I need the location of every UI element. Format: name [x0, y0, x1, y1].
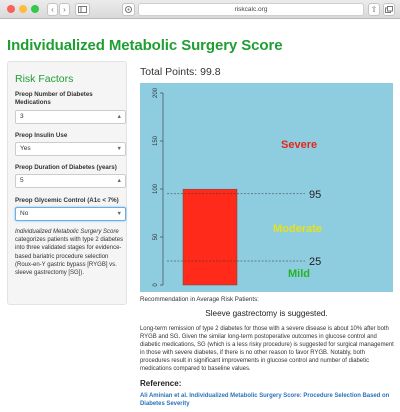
recommendation-paragraph: Long-term remission of type 2 diabetes f… [140, 326, 394, 372]
total-points-value: 99.8 [200, 66, 221, 78]
reference-heading: Reference: [140, 379, 182, 388]
reader-mode-icon[interactable] [122, 3, 135, 16]
severity-chart: 0 50 100 150 200 25 95 Severe Moderate Mild [140, 83, 393, 292]
insulin-label: Preop Insulin Use [15, 132, 68, 139]
y-tick-label: 50 [153, 233, 159, 240]
tabs-overview-icon[interactable] [383, 3, 395, 16]
chevron-down-icon: ▼ [116, 211, 122, 217]
page-title: Individualized Metabolic Surgery Score [7, 37, 283, 54]
glycemic-label: Preop Glycemic Control (A1c < 7%) [15, 197, 119, 204]
y-tick-label: 0 [153, 283, 159, 287]
zone-label-moderate: Moderate [273, 223, 322, 235]
close-window-icon[interactable] [7, 5, 15, 13]
total-points-label: Total Points: [140, 66, 201, 78]
y-tick-label: 150 [153, 135, 159, 146]
threshold-label: 25 [309, 256, 321, 268]
score-bar [182, 188, 238, 286]
y-tick-label: 100 [153, 183, 159, 194]
zone-label-mild: Mild [288, 268, 310, 280]
stepper-arrows-icon[interactable]: ▲ [116, 178, 122, 184]
duration-label: Preop Duration of Diabetes (years) [15, 164, 117, 171]
score-name: Individualized Metabolic Surgery Score [15, 229, 119, 235]
risk-factors-heading: Risk Factors [15, 73, 74, 85]
medications-input[interactable]: 3 ▲ [15, 110, 126, 124]
address-bar[interactable]: riskcalc.org [138, 3, 364, 16]
score-description-text: categorizes patients with type 2 diabete… [15, 237, 124, 277]
insulin-value: Yes [20, 145, 31, 152]
forward-icon[interactable]: › [59, 3, 70, 16]
y-tick-label: 200 [153, 87, 159, 98]
duration-input[interactable]: 5 ▲ [15, 174, 126, 188]
risk-factors-panel: Risk Factors Preop Number of Diabetes Me… [7, 61, 127, 305]
reference-link[interactable]: Ali Aminian et al. Individualized Metabo… [140, 393, 390, 407]
sidebar-toggle-icon[interactable] [75, 3, 90, 16]
minimize-window-icon[interactable] [19, 5, 27, 13]
recommendation-text: Sleeve gastrectomy is suggested. [205, 309, 328, 318]
zone-label-severe: Severe [281, 139, 317, 151]
total-points: Total Points: 99.8 [140, 66, 221, 78]
score-description: Individualized Metabolic Surgery Score c… [15, 228, 125, 277]
medications-label: Preop Number of Diabetes Medications [15, 91, 93, 106]
glycemic-select[interactable]: No ▼ [15, 207, 126, 221]
threshold-label: 95 [309, 189, 321, 201]
share-icon[interactable]: ⇧ [368, 3, 380, 16]
browser-toolbar: ‹ › riskcalc.org ⇧ [0, 0, 400, 19]
medications-value: 3 [20, 113, 24, 120]
chevron-down-icon: ▼ [116, 146, 122, 152]
recommendation-label: Recommendation in Average Risk Patients: [140, 296, 259, 303]
back-icon[interactable]: ‹ [47, 3, 58, 16]
glycemic-value: No [20, 210, 29, 217]
insulin-select[interactable]: Yes ▼ [15, 142, 126, 156]
duration-value: 5 [20, 177, 24, 184]
stepper-arrows-icon[interactable]: ▲ [116, 114, 122, 120]
zoom-window-icon[interactable] [31, 5, 39, 13]
chart-background [140, 83, 393, 292]
